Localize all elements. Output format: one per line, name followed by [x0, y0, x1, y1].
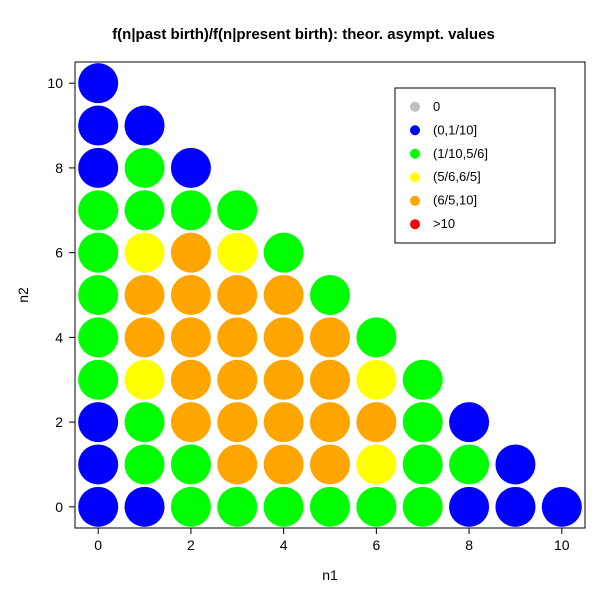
data-point — [403, 487, 443, 527]
y-tick-label: 4 — [55, 329, 63, 345]
data-point — [449, 444, 489, 484]
y-tick-label: 2 — [55, 414, 63, 430]
data-point — [310, 317, 350, 357]
legend-label: (5/6,6/5] — [433, 169, 481, 184]
data-point — [217, 402, 257, 442]
data-point — [356, 360, 396, 400]
data-point — [125, 444, 165, 484]
data-point — [125, 360, 165, 400]
data-point — [171, 148, 211, 188]
chart-svg: 0 2 4 6 8 10 0 2 4 6 8 10 n1 n2 0 (0,1/10] (1/10,5/6] (5/… — [0, 0, 607, 611]
data-point — [495, 444, 535, 484]
data-point — [310, 487, 350, 527]
legend-label: (6/5,10] — [433, 193, 477, 208]
data-point — [125, 317, 165, 357]
legend-box — [395, 88, 555, 243]
data-point — [217, 233, 257, 273]
data-point — [403, 402, 443, 442]
data-point — [217, 190, 257, 230]
data-point — [403, 360, 443, 400]
data-point — [217, 275, 257, 315]
data-point — [264, 444, 304, 484]
data-point — [78, 190, 118, 230]
data-point — [171, 317, 211, 357]
data-point — [356, 317, 396, 357]
y-axis-label: n2 — [15, 287, 31, 303]
data-point — [264, 402, 304, 442]
data-point — [356, 444, 396, 484]
data-point — [310, 444, 350, 484]
data-point — [78, 106, 118, 146]
data-point — [125, 148, 165, 188]
data-point — [542, 487, 582, 527]
x-tick-label: 6 — [372, 537, 380, 553]
data-point — [449, 487, 489, 527]
chart-container: f(n|past birth)/f(n|present birth): theo… — [0, 0, 607, 611]
data-point — [449, 402, 489, 442]
data-point — [264, 275, 304, 315]
data-point — [171, 233, 211, 273]
x-tick-label: 4 — [280, 537, 288, 553]
data-point — [78, 487, 118, 527]
data-point — [310, 360, 350, 400]
data-point — [78, 444, 118, 484]
legend-marker — [410, 149, 420, 159]
legend-label: >10 — [433, 216, 455, 231]
x-tick-label: 0 — [94, 537, 102, 553]
data-point — [125, 402, 165, 442]
data-point — [125, 106, 165, 146]
legend-marker — [410, 172, 420, 182]
data-point — [78, 317, 118, 357]
data-point — [264, 233, 304, 273]
data-point — [171, 190, 211, 230]
data-point — [171, 402, 211, 442]
y-tick-label: 8 — [55, 160, 63, 176]
legend-marker — [410, 125, 420, 135]
legend-label: (0,1/10] — [433, 122, 477, 137]
legend-marker — [410, 102, 420, 112]
data-point — [310, 275, 350, 315]
legend-marker — [410, 196, 420, 206]
data-point — [171, 444, 211, 484]
data-point — [264, 317, 304, 357]
x-tick-label: 8 — [465, 537, 473, 553]
data-point — [356, 487, 396, 527]
data-point — [217, 317, 257, 357]
y-tick-label: 10 — [47, 75, 63, 91]
data-point — [310, 402, 350, 442]
data-point — [78, 63, 118, 103]
legend-label: (1/10,5/6] — [433, 146, 488, 161]
x-tick-label: 10 — [554, 537, 570, 553]
data-point — [217, 444, 257, 484]
data-point — [78, 275, 118, 315]
data-point — [264, 360, 304, 400]
y-tick-label: 6 — [55, 245, 63, 261]
x-tick-label: 2 — [187, 537, 195, 553]
data-point — [171, 275, 211, 315]
data-point — [495, 487, 535, 527]
data-point — [171, 360, 211, 400]
y-tick-label: 0 — [55, 499, 63, 515]
data-point — [125, 487, 165, 527]
data-point — [356, 402, 396, 442]
data-point — [78, 148, 118, 188]
x-axis-label: n1 — [322, 567, 338, 583]
data-point — [125, 233, 165, 273]
data-point — [78, 402, 118, 442]
legend-label: 0 — [433, 99, 440, 114]
data-point — [78, 233, 118, 273]
legend-marker — [410, 219, 420, 229]
data-point — [78, 360, 118, 400]
data-point — [171, 487, 211, 527]
data-point — [125, 275, 165, 315]
data-point — [217, 487, 257, 527]
data-point — [403, 444, 443, 484]
data-point — [217, 360, 257, 400]
data-point — [125, 190, 165, 230]
data-point — [264, 487, 304, 527]
